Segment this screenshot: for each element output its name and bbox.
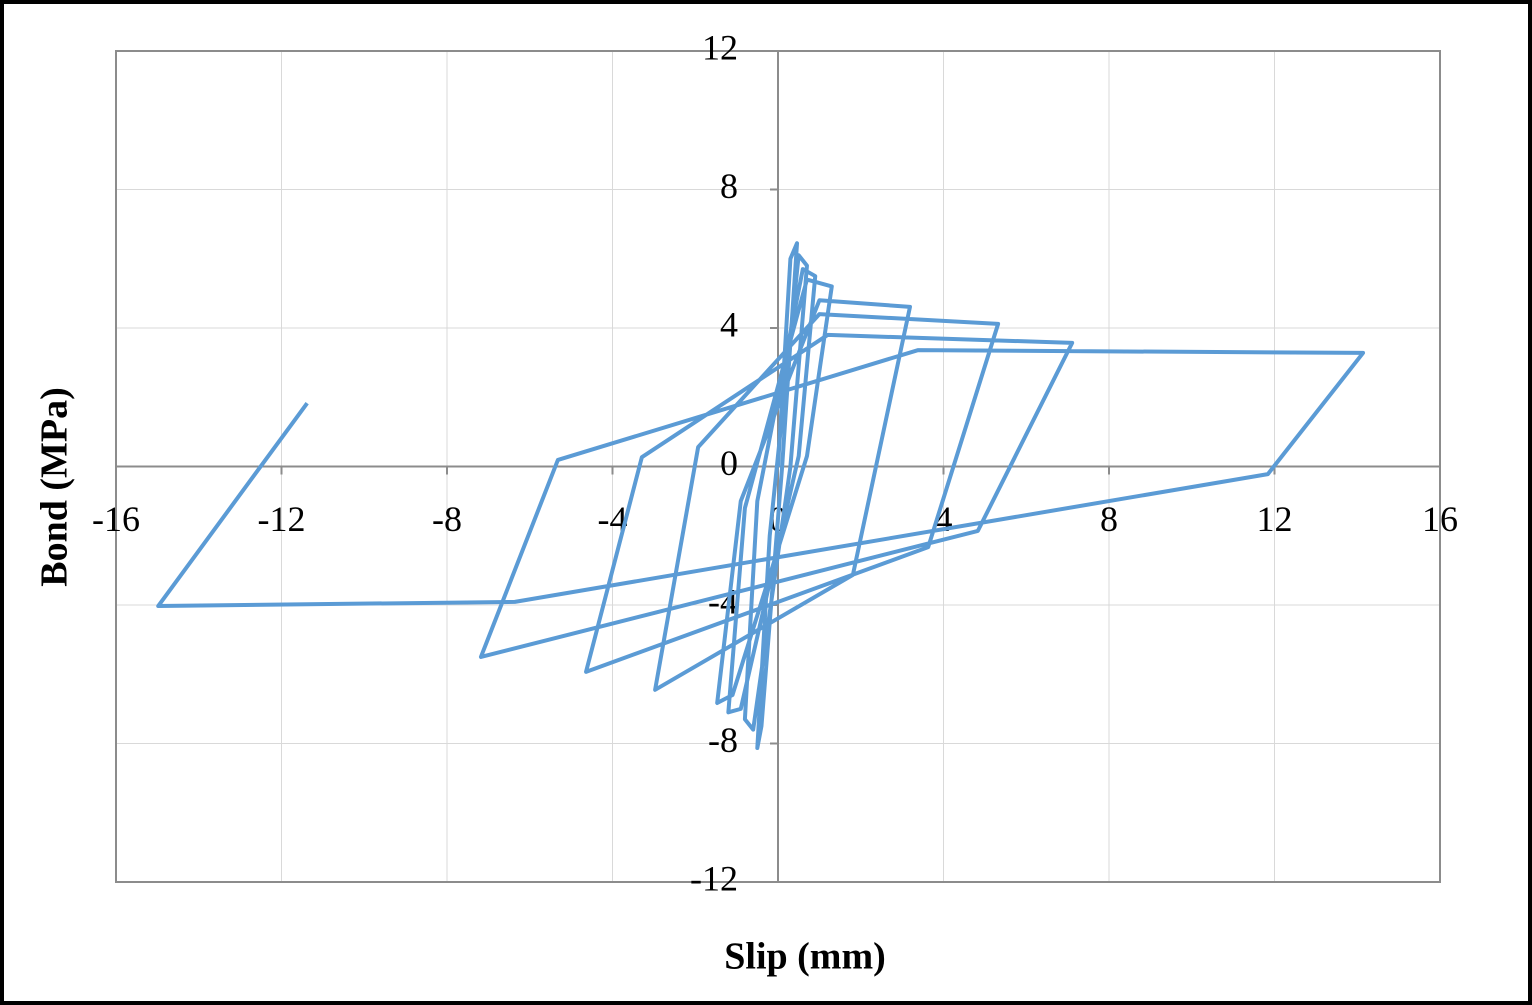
y-tick-label: -12 — [690, 858, 738, 898]
y-tick-label: 0 — [720, 443, 738, 483]
x-tick-label: 8 — [1100, 499, 1118, 539]
y-axis-title: Bond (MPa) — [34, 387, 76, 587]
y-tick-label: 12 — [702, 27, 738, 67]
x-tick-label: 12 — [1257, 499, 1293, 539]
x-tick-label: -16 — [92, 499, 140, 539]
data-line — [156, 241, 1366, 751]
y-tick-label: 4 — [720, 304, 738, 344]
x-tick-label: -12 — [258, 499, 306, 539]
y-tick-label: -8 — [708, 720, 738, 760]
y-tick-label: -4 — [708, 581, 738, 621]
x-tick-label: 16 — [1422, 499, 1458, 539]
y-tick-label: 8 — [720, 166, 738, 206]
x-tick-label: -8 — [432, 499, 462, 539]
x-axis-title: Slip (mm) — [724, 936, 886, 978]
